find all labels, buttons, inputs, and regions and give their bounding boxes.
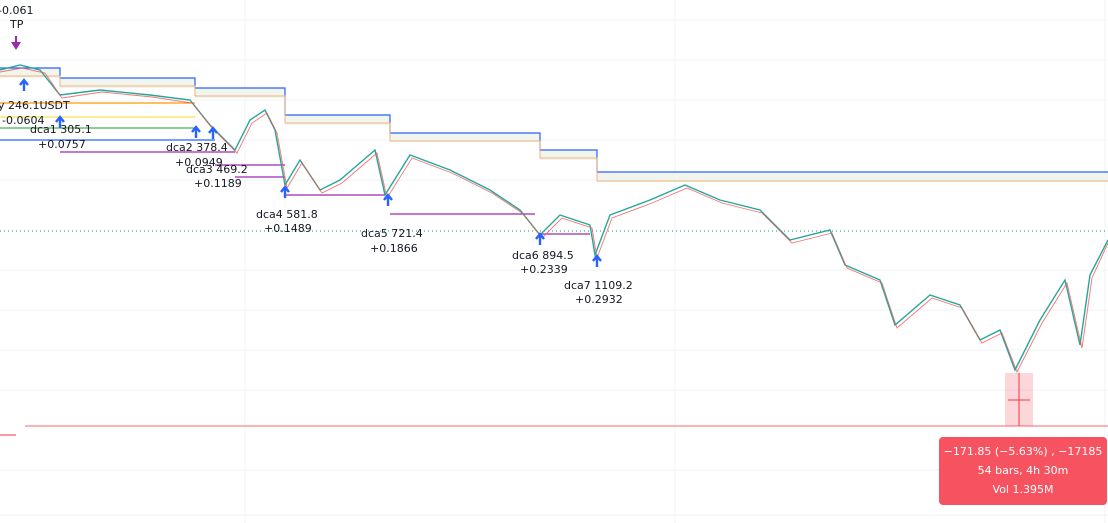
entry-label: y 246.1USDT [0, 99, 70, 112]
buy-arrow [19, 78, 29, 91]
dca-label: dca2 378.4 [166, 141, 228, 154]
tooltip-box [939, 437, 1107, 505]
buy-arrow [592, 254, 602, 267]
dca-delta: +0.1189 [194, 177, 242, 190]
price-line-down [0, 67, 1108, 374]
buy-arrow [280, 185, 290, 198]
dca-label: dca3 469.2 [186, 163, 248, 176]
dca-label: dca5 721.4 [361, 227, 423, 240]
tp-line-2 [0, 75, 1108, 182]
buy-arrow [55, 115, 65, 128]
dca-delta: +0.2339 [520, 263, 568, 276]
buy-arrow [191, 125, 201, 138]
order-lines [0, 102, 590, 235]
dca-delta: +0.0949 [175, 156, 223, 169]
tp-line [0, 67, 1108, 173]
dca-label: dca6 894.5 [512, 249, 574, 262]
price-line [0, 64, 1108, 372]
tooltip-change: −171.85 (−5.63%) , −17185 [944, 445, 1103, 458]
dca-label: dca4 581.8 [256, 208, 318, 221]
dca-label: dca7 1109.2 [564, 279, 633, 292]
tp-label: TP [9, 18, 24, 31]
buy-arrow [535, 232, 545, 245]
entry-delta: -0.0604 [2, 114, 44, 127]
dca-delta: +0.1866 [370, 242, 418, 255]
buy-arrow [383, 193, 393, 206]
buy-arrow [208, 126, 218, 139]
dca-delta: +0.1489 [264, 222, 312, 235]
dca-delta: +0.0757 [38, 138, 86, 151]
tooltip-bars: 54 bars, 4h 30m [978, 464, 1069, 477]
top-value: -0.061 [0, 4, 33, 17]
tp-zone [0, 68, 1108, 182]
dca-delta: +0.2932 [575, 293, 623, 306]
tooltip-volume: Vol 1.395M [993, 483, 1054, 496]
dca-label: dca1 305.1 [30, 123, 92, 136]
measure-tooltip: −171.85 (−5.63%) , −17185 54 bars, 4h 30… [939, 437, 1107, 505]
